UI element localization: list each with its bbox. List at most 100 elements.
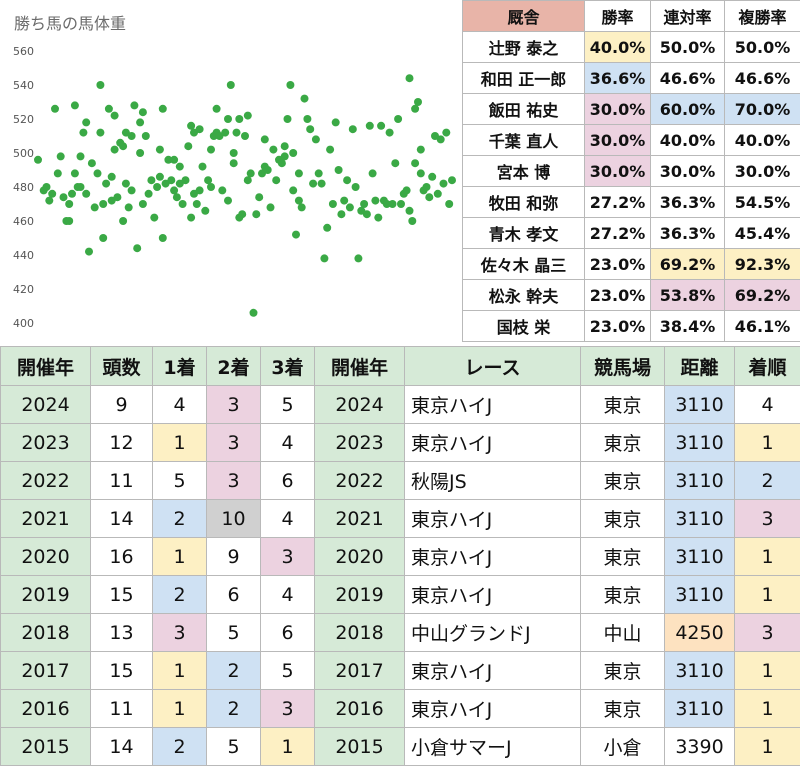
data-point [175,162,184,171]
first-pop-cell: 3 [152,613,207,652]
data-point [436,135,445,144]
data-point [289,186,298,195]
trainer-name: 飯田 祐史 [462,93,585,125]
first-pop-cell: 2 [152,575,207,614]
data-point [65,217,74,225]
data-point [224,115,232,123]
data-point [226,81,235,89]
data-point [294,196,303,205]
data-point [422,183,431,191]
header-top3-rate: 複勝率 [724,0,800,32]
data-point [283,115,292,123]
third-pop-cell: 4 [260,499,315,538]
results-row: 2017 15 1 2 5 2017 東京ハイJ 東京 3110 1 [0,651,800,690]
data-point [167,176,176,185]
y-tick-label: 480 [13,181,34,194]
win-rate: 23.0% [584,310,651,342]
trainer-row: 千葉 直人 30.0% 40.0% 40.0% [462,124,800,156]
data-point [377,121,386,130]
data-point [158,104,167,113]
data-point [141,132,150,140]
year-cell-2: 2024 [314,385,405,424]
trainer-row: 牧田 和弥 27.2% 36.3% 54.5% [462,186,800,218]
data-point [368,169,377,178]
y-tick-label: 560 [13,45,34,58]
trainer-header-row: 厩舎 勝率 連対率 複勝率 [462,0,800,32]
chart-title: 勝ち馬の馬体重 [14,14,126,33]
data-point [323,223,332,232]
data-point [76,152,85,161]
data-point [280,152,289,161]
race-name-cell: 東京ハイJ [404,689,581,728]
data-point [172,193,181,202]
header-year: 開催年 [0,346,91,386]
trainer-name: 宮本 博 [462,155,585,187]
win-rate: 30.0% [584,155,651,187]
year-cell-2: 2022 [314,461,405,500]
race-name-cell: 東京ハイJ [404,499,581,538]
runners-cell: 9 [90,385,153,424]
data-point [328,200,337,208]
finish-cell: 1 [734,423,800,462]
data-point [243,176,252,185]
second-pop-cell: 6 [206,575,261,614]
first-pop-cell: 1 [152,689,207,728]
trainer-name: 千葉 直人 [462,124,585,156]
third-pop-cell: 1 [260,727,315,766]
data-point [70,169,79,178]
data-point [45,196,54,205]
y-tick-label: 500 [13,147,34,160]
data-point [51,104,59,113]
distance-cell: 3110 [664,423,735,462]
top2-rate: 36.3% [650,217,725,249]
trainer-name: 松永 幹夫 [462,279,585,311]
header-distance: 距離 [664,346,735,386]
finish-cell: 1 [734,727,800,766]
trainer-stats-table: 厩舎 勝率 連対率 複勝率 辻野 泰之 40.0% 50.0% 50.0% 和田 正一郎… [462,0,800,342]
header-race: レース [404,346,581,386]
data-point [96,81,105,89]
results-row: 2015 14 2 5 1 2015 小倉サマーJ 小倉 3390 1 [0,727,800,766]
course-cell: 東京 [580,385,665,424]
win-rate: 27.2% [584,217,651,249]
top2-rate: 36.3% [650,186,725,218]
course-cell: 東京 [580,651,665,690]
data-point [198,162,207,171]
third-pop-cell: 6 [260,461,315,500]
data-point [181,176,190,185]
trainer-name: 辻野 泰之 [462,31,585,63]
data-point [102,179,111,188]
data-point [309,179,318,188]
win-rate: 30.0% [584,124,651,156]
trainer-row: 辻野 泰之 40.0% 50.0% 50.0% [462,31,800,63]
data-point [104,104,113,113]
header-first: 1着 [152,346,207,386]
data-point [391,159,400,168]
data-point [416,145,425,154]
third-pop-cell: 4 [260,575,315,614]
year-cell: 2024 [0,385,91,424]
first-pop-cell: 1 [152,537,207,576]
data-point [249,308,258,317]
year-cell: 2019 [0,575,91,614]
data-point [170,186,179,195]
data-point [351,183,360,191]
results-row: 2023 12 1 3 4 2023 東京ハイJ 東京 3110 1 [0,423,800,462]
data-point [405,74,414,83]
year-cell-2: 2017 [314,651,405,690]
data-point [246,169,255,178]
chart-svg: 勝ち馬の馬体重 560 540 520 500 480 460 440 420 400 [13,14,456,330]
race-name-cell: 東京ハイJ [404,651,581,690]
header-second: 2着 [206,346,261,386]
data-point [311,135,320,144]
data-point [187,121,196,130]
data-point [218,186,227,195]
data-point [82,189,91,198]
header-course: 競馬場 [580,346,665,386]
trainer-row: 佐々木 晶三 23.0% 69.2% 92.3% [462,248,800,280]
top3-rate: 50.0% [724,31,800,63]
data-point [70,101,79,110]
data-point [252,210,261,219]
y-tick-label: 400 [13,317,34,330]
data-point [127,186,136,195]
